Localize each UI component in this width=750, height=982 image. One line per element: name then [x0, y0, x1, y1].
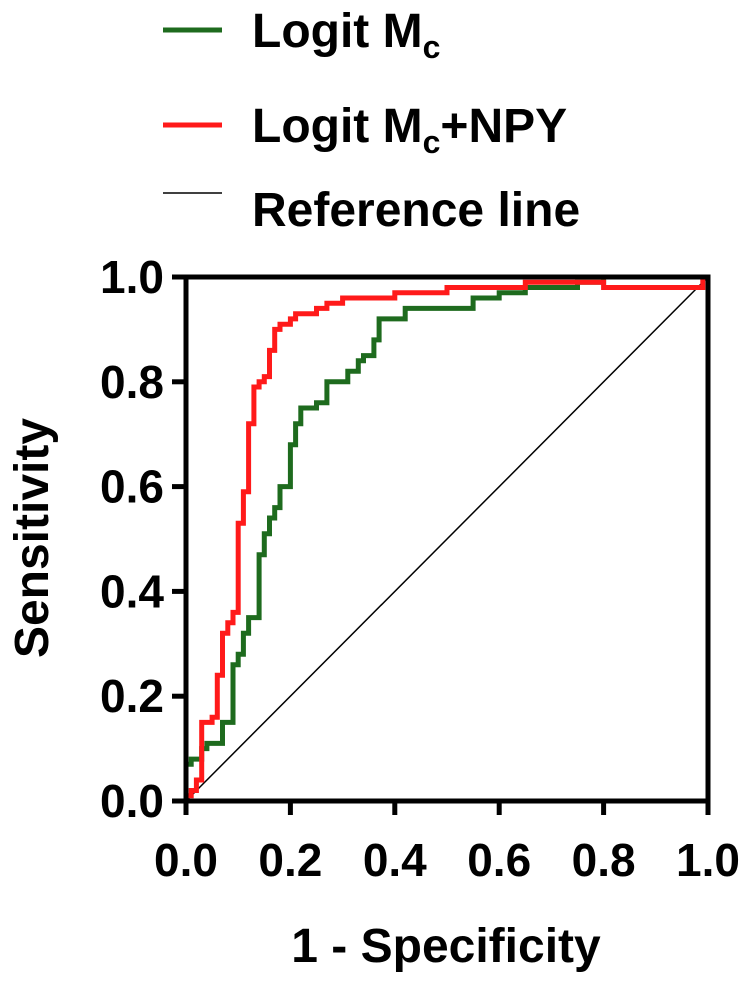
series-line-logit-mc-npy	[183, 274, 708, 801]
series-layer	[183, 274, 709, 802]
legend-label-logit-mc-npy: Logit Mc+NPY	[252, 100, 567, 160]
y-tick-label: 1.0	[100, 251, 164, 303]
x-tick-label: 0.2	[258, 834, 322, 886]
y-tick-label: 0.6	[100, 461, 164, 513]
legend-item-logit-mc: Logit Mc	[163, 5, 440, 65]
axes-layer	[183, 274, 711, 804]
series-line-logit-mc	[183, 274, 708, 801]
legend-item-logit-mc-npy: Logit Mc+NPY	[163, 100, 567, 160]
x-tick-label: 0.8	[572, 834, 636, 886]
legend: Logit Mc Logit Mc+NPY Reference line	[163, 5, 580, 237]
x-axis-title: 1 - Specificity	[291, 920, 601, 973]
y-tick-label: 0.0	[100, 775, 164, 827]
x-tick-label: 0.4	[363, 834, 427, 886]
legend-label-reference-line: Reference line	[252, 184, 580, 237]
y-tick-label: 0.2	[100, 670, 164, 722]
x-tick-label: 0.6	[467, 834, 531, 886]
legend-item-reference-line: Reference line	[163, 184, 580, 237]
series-line-reference-line	[185, 276, 709, 802]
legend-label-logit-mc: Logit Mc	[252, 5, 440, 65]
y-axis-title: Sensitivity	[6, 418, 59, 658]
x-tick-label: 0.0	[154, 834, 218, 886]
y-tick-label: 0.8	[100, 356, 164, 408]
y-tick-label: 0.4	[100, 565, 164, 617]
x-tick-label: 1.0	[676, 834, 740, 886]
ticks-layer: 0.0 0.2 0.4 0.6 0.8 1.0 0.0 0.2 0.4 0.6 0.8 1.0	[100, 251, 740, 886]
